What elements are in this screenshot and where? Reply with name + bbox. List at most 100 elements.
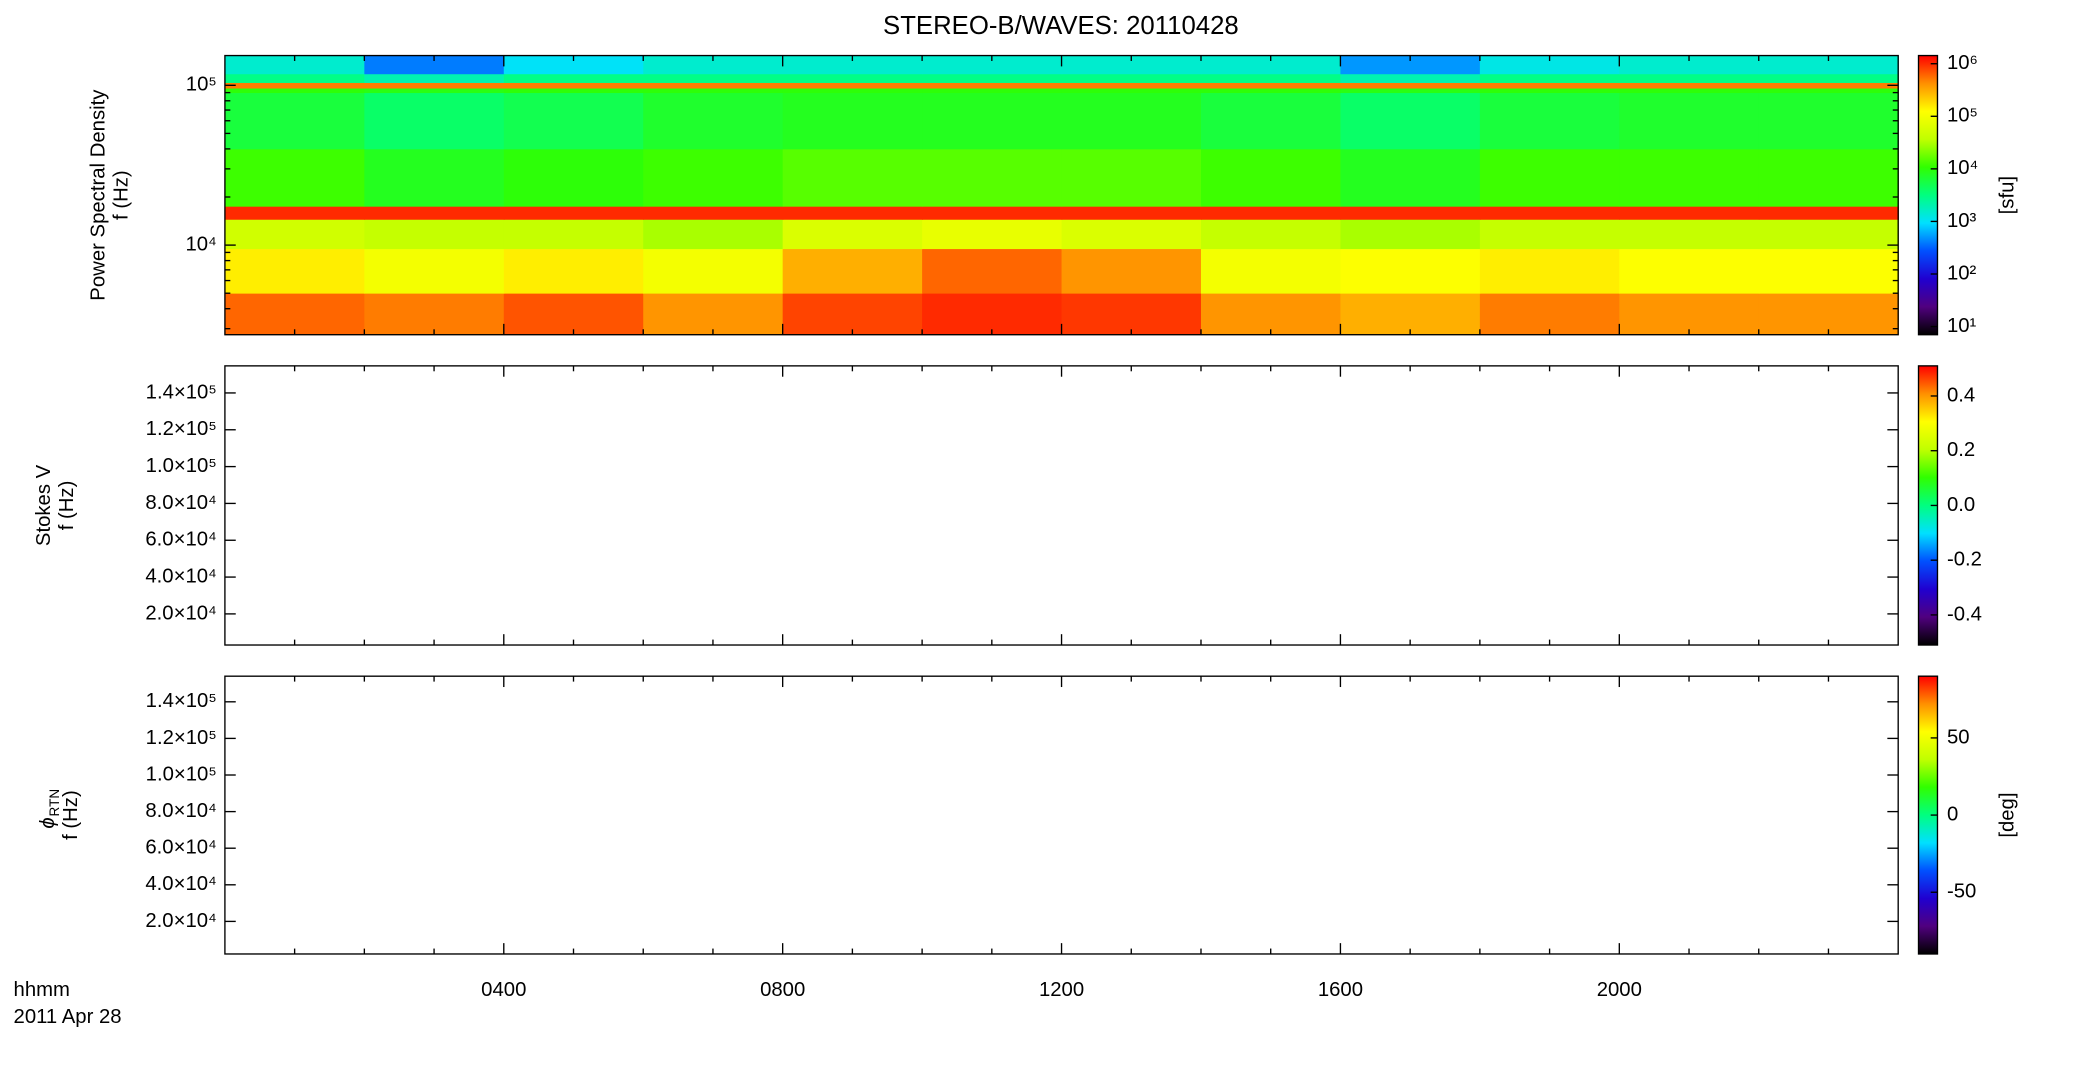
heatmap-cell [1200,92,1342,150]
colorbar [1917,54,1939,336]
heatmap-cell [922,92,1063,150]
heatmap-cell [782,148,923,207]
y-tick-label: 2.0×10⁴ [145,602,216,624]
x-tick-label: 1200 [1039,979,1084,1001]
heatmap-cell [1479,219,1620,250]
heatmap-cell [224,92,366,150]
heatmap-cell [1200,73,1342,83]
heatmap-cell [643,248,784,294]
heatmap-cell [1479,293,1620,336]
heatmap-cell [782,55,923,75]
heatmap-cell [1619,92,1760,150]
heatmap-cell [1758,148,1899,207]
heatmap-cell [1758,73,1899,83]
heatmap-cell [782,92,923,150]
heatmap-cell [364,293,505,336]
colorbar-tick-label: 0.0 [1947,494,1975,516]
heatmap-cell [364,248,505,294]
heatmap-cell [503,148,644,207]
colorbar-tick-label: 50 [1947,726,1970,748]
heatmap-cell [503,248,644,294]
heatmap-cell [1619,248,1760,294]
heatmap-cell [1200,88,1342,94]
heatmap-cell [922,82,1063,89]
heatmap-cell [643,82,784,89]
colorbar-tick-label: 0.4 [1947,384,1975,406]
y-axis-label-subscript: RTN [47,789,62,817]
heatmap-cell [922,219,1063,250]
heatmap-cell [1200,248,1342,294]
heatmap-cell [224,82,366,89]
heatmap-cell [224,148,366,207]
heatmap-cell [643,148,784,207]
y-axis-unit-label: f (Hz) [56,481,78,531]
colorbar-tick-label: 10⁵ [1947,105,1978,127]
heatmap-cell [1758,55,1899,75]
heatmap-cell [782,206,923,220]
heatmap-cell [1619,55,1760,75]
heatmap-cell [1479,92,1620,150]
heatmap-cell [1619,88,1760,94]
y-axis-label: Power Spectral Density [87,89,109,301]
figure-title: STEREO-B/WAVES: 20110428 [883,12,1239,40]
heatmap-cell [1619,148,1760,207]
heatmap-cell [364,82,505,89]
heatmap-cell [1340,293,1481,336]
heatmap-cell [1758,92,1899,150]
heatmap-cell [1061,92,1202,150]
heatmap-cell [224,248,366,294]
heatmap-cell [643,206,784,220]
heatmap-cell [922,206,1063,220]
heatmap-cell [503,92,644,150]
y-tick-label: 1.0×10⁵ [146,455,217,477]
heatmap-cell [643,293,784,336]
heatmap-cell [782,248,923,294]
heatmap-cell [1619,73,1760,83]
colorbar-tick-label: -0.2 [1947,549,1982,571]
heatmap-cell [1479,148,1620,207]
heatmap-cell [224,55,366,75]
heatmap-cell [364,73,505,83]
heatmap-cell [1479,55,1620,75]
heatmap-cell [224,73,366,83]
heatmap-cell [922,55,1063,75]
heatmap-cell [1200,293,1342,336]
heatmap-cell [1340,219,1481,250]
heatmap-cell [364,88,505,94]
heatmap-cell [782,82,923,89]
heatmap-cell [1061,82,1202,89]
colorbar-tick-label: -0.4 [1947,603,1982,625]
heatmap-cell [1619,293,1760,336]
heatmap-cell [503,73,644,83]
heatmap-cell [1479,206,1620,220]
heatmap-cell [364,92,505,150]
heatmap-cell [1479,248,1620,294]
heatmap-cell [224,88,366,94]
heatmap-cell [1061,206,1202,220]
y-tick-label: 10⁵ [186,74,217,96]
y-tick-label: 1.2×10⁵ [146,727,217,749]
y-tick-label: 8.0×10⁴ [145,800,216,822]
colorbar-tick-label: 10⁶ [1947,52,1978,74]
heatmap-cell [503,88,644,94]
x-tick-label: 0800 [760,979,805,1001]
y-axis-unit-label: f (Hz) [110,170,132,220]
y-tick-label: 1.2×10⁵ [146,418,217,440]
heatmap-cell [1061,248,1202,294]
x-tick-label: 2000 [1597,979,1642,1001]
heatmap-cell [1340,148,1481,207]
heatmap-cell [1340,82,1481,89]
heatmap-cell [1340,73,1481,83]
heatmap-cell [922,293,1063,336]
heatmap-cell [1200,82,1342,89]
x-tick-label: 1600 [1318,979,1363,1001]
heatmap-cell [503,293,644,336]
heatmap-cell [1200,206,1342,220]
heatmap-cell [643,55,784,75]
x-tick-label: 0400 [481,979,526,1001]
heatmap-cell [364,55,505,75]
heatmap-cell [1479,88,1620,94]
heatmap-cell [503,82,644,89]
